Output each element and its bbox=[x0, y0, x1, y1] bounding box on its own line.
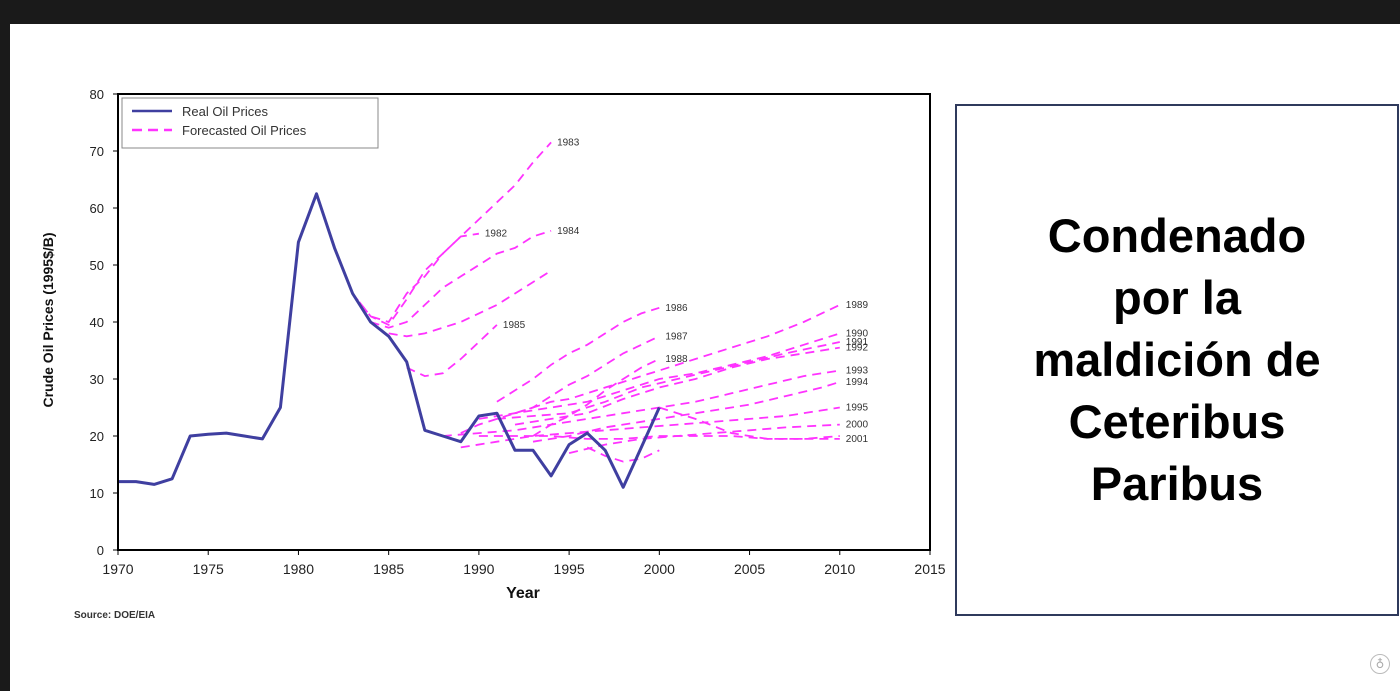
forecast-series-label: 1983 bbox=[557, 137, 580, 148]
forecast-series-label: 1984 bbox=[557, 226, 580, 237]
slide: 1970 1975 1980 1985 1990 1995 2000 2005 2010 2015… bbox=[10, 24, 1400, 691]
legend-entry-real: Real Oil Prices bbox=[182, 104, 268, 119]
x-tick-label: 1990 bbox=[463, 561, 494, 577]
forecast-series-line bbox=[496, 341, 840, 420]
forecast-series-label: 1995 bbox=[846, 403, 869, 414]
legend: Real Oil Prices Forecasted Oil Prices bbox=[121, 97, 379, 149]
x-tick-label: 1970 bbox=[102, 561, 133, 577]
y-axis-ticks: 0 10 20 30 40 50 60 70 80 bbox=[90, 87, 118, 558]
real-price-series-line bbox=[118, 192, 661, 489]
forecast-series-label: 1985 bbox=[503, 320, 526, 331]
y-tick-label: 30 bbox=[90, 372, 104, 387]
forecast-series-line bbox=[333, 232, 480, 327]
forecast-series-line bbox=[370, 229, 552, 329]
forecast-series-line bbox=[351, 141, 552, 324]
forecast-series-label: 1987 bbox=[665, 331, 688, 342]
forecast-series-label: 2001 bbox=[846, 434, 869, 445]
x-tick-label: 1975 bbox=[193, 561, 224, 577]
y-tick-label: 60 bbox=[90, 201, 104, 216]
caption-text: Condenado por la maldición de Ceteribus … bbox=[1033, 209, 1321, 510]
forecast-series-label: 1990 bbox=[846, 328, 869, 339]
forecast-series-label: 1988 bbox=[665, 354, 688, 365]
y-axis-label: Crude Oil Prices (1995$/B) bbox=[40, 232, 56, 407]
forecast-series-line bbox=[478, 332, 841, 420]
forecast-series-line bbox=[406, 324, 498, 378]
forecast-series-label: 1982 bbox=[485, 229, 508, 240]
forecast-series-line bbox=[514, 346, 840, 426]
x-tick-label: 1985 bbox=[373, 561, 404, 577]
forecast-lines bbox=[333, 141, 841, 463]
x-tick-label: 2010 bbox=[824, 561, 855, 577]
x-axis-label: Year bbox=[506, 585, 540, 602]
forecast-series-label: 1992 bbox=[846, 343, 869, 354]
x-tick-label: 2015 bbox=[914, 561, 945, 577]
globe-seal-icon: ♁ bbox=[1370, 654, 1390, 674]
y-tick-label: 70 bbox=[90, 144, 104, 159]
oil-price-chart: 1970 1975 1980 1985 1990 1995 2000 2005 2010 2015… bbox=[40, 87, 946, 602]
forecast-series-label: 1991 bbox=[846, 337, 869, 348]
forecast-series-label: 1989 bbox=[846, 300, 869, 311]
x-axis-ticks: 1970 1975 1980 1985 1990 1995 2000 2005 2010 2015 bbox=[102, 550, 946, 577]
x-tick-label: 1995 bbox=[554, 561, 585, 577]
y-tick-label: 0 bbox=[97, 543, 104, 558]
legend-box bbox=[121, 97, 379, 149]
x-tick-label: 1980 bbox=[283, 561, 314, 577]
real-price-line bbox=[118, 192, 661, 489]
forecast-series-line bbox=[532, 381, 841, 443]
forecast-series-line bbox=[586, 446, 660, 463]
forecast-series-label: 1994 bbox=[846, 377, 869, 388]
forecast-series-line bbox=[460, 304, 841, 434]
y-tick-label: 40 bbox=[90, 315, 104, 330]
forecast-series-line bbox=[388, 269, 552, 338]
forecast-series-label: 1993 bbox=[846, 365, 869, 376]
x-tick-label: 2000 bbox=[644, 561, 675, 577]
forecast-series-label: 1986 bbox=[665, 303, 688, 314]
y-tick-label: 10 bbox=[90, 486, 104, 501]
forecast-series-line bbox=[460, 406, 840, 449]
legend-entry-forecast: Forecasted Oil Prices bbox=[182, 123, 307, 138]
forecast-series-line bbox=[442, 369, 840, 437]
forecast-series-line bbox=[568, 423, 840, 454]
y-tick-label: 20 bbox=[90, 429, 104, 444]
source-note: Source: DOE/EIA bbox=[74, 610, 156, 621]
forecast-series-line bbox=[478, 435, 840, 440]
x-tick-label: 2005 bbox=[734, 561, 765, 577]
forecast-series-line bbox=[496, 306, 660, 403]
y-tick-label: 80 bbox=[90, 87, 104, 102]
forecast-series-label: 2000 bbox=[846, 420, 869, 431]
caption-box: Condenado por la maldición de Ceteribus … bbox=[955, 104, 1399, 616]
forecast-labels: 1983 1982 1984 1985 1986 1987 1988 1989 19901991… bbox=[485, 137, 869, 444]
forecast-series-line bbox=[532, 358, 660, 437]
y-tick-label: 50 bbox=[90, 258, 104, 273]
forecast-series-line bbox=[514, 335, 660, 415]
